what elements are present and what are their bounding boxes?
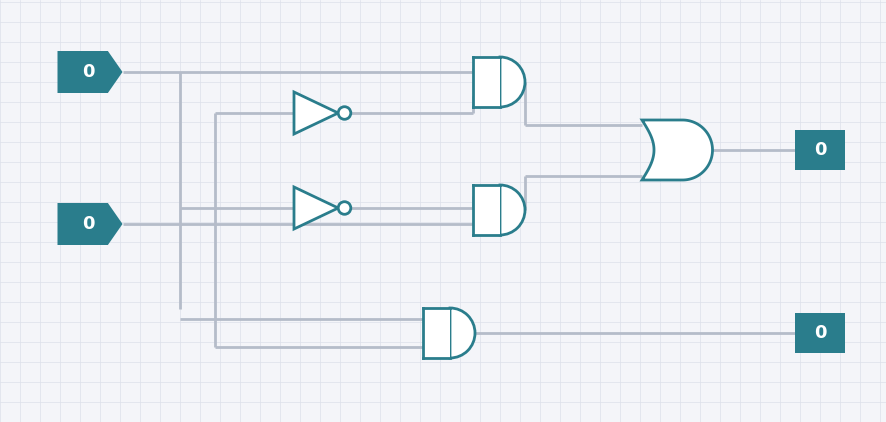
Polygon shape xyxy=(58,203,122,245)
Polygon shape xyxy=(423,308,450,358)
Text: 0: 0 xyxy=(813,141,827,159)
Polygon shape xyxy=(472,185,500,235)
Circle shape xyxy=(338,107,351,119)
Polygon shape xyxy=(58,51,122,93)
Wedge shape xyxy=(450,308,475,358)
Polygon shape xyxy=(294,92,338,134)
Text: 0: 0 xyxy=(813,324,827,342)
Wedge shape xyxy=(500,185,525,235)
Bar xyxy=(795,313,845,353)
Text: 0: 0 xyxy=(82,63,95,81)
Text: 0: 0 xyxy=(82,215,95,233)
Wedge shape xyxy=(500,57,525,107)
Bar xyxy=(795,130,845,170)
Polygon shape xyxy=(294,187,338,229)
Polygon shape xyxy=(472,57,500,107)
Polygon shape xyxy=(642,120,712,180)
Circle shape xyxy=(338,202,351,214)
